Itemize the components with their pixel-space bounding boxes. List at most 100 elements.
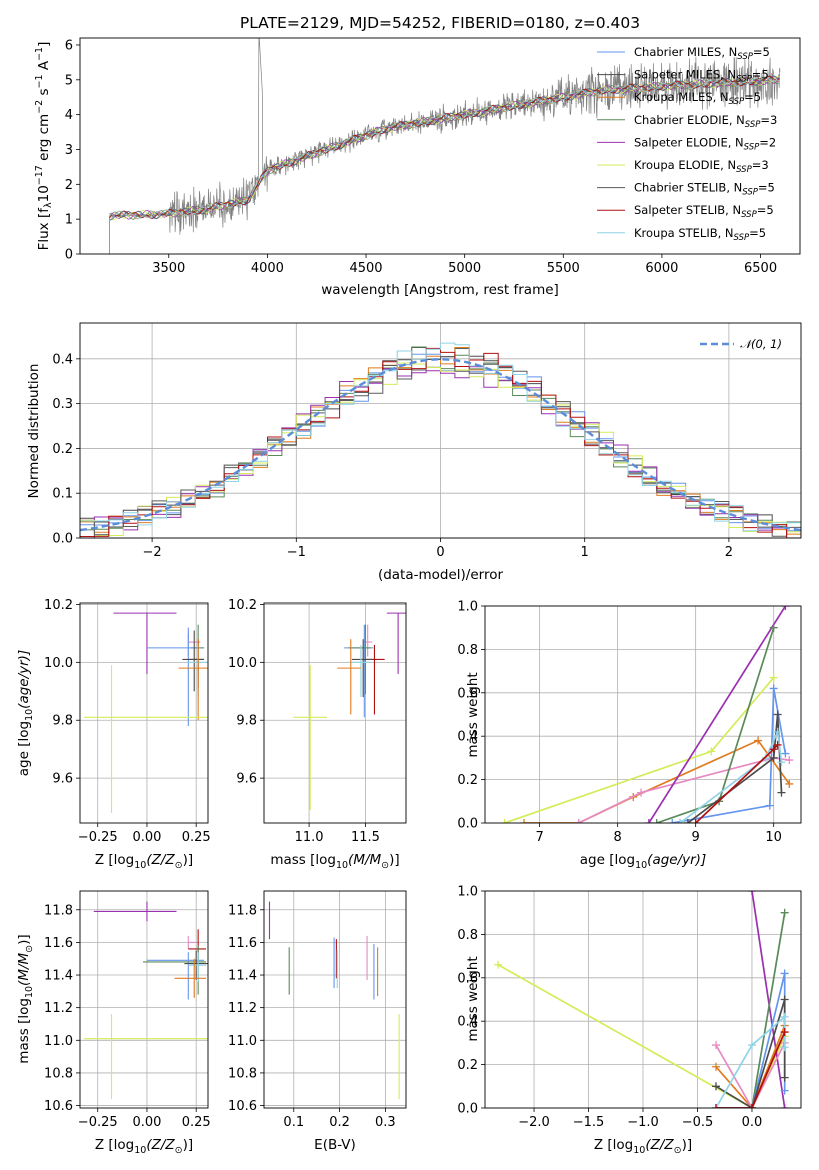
x-tick-label: −2.0 <box>518 1115 550 1130</box>
spectrum-panel: 3500 4000 4500 5000 5500 6000 6500 0 1 2 3 4 5 6 Chabr… <box>34 37 801 298</box>
mass-weight-marker <box>780 1073 789 1082</box>
mass-weight-marker <box>781 606 790 610</box>
mass-weight-marker <box>712 1104 721 1108</box>
x-tick-label: 0.0 <box>742 1115 763 1130</box>
legend-entry-suffix: =2 <box>759 135 776 149</box>
mass-weight-marker <box>785 779 794 788</box>
y-axis-label: Flux [fλ10−17 erg cm−2 s−1 A−1] <box>34 42 54 251</box>
x-tick-label: 11.0 <box>295 830 324 845</box>
plot-area <box>268 901 400 1100</box>
legend-entry-suffix: =5 <box>752 68 769 82</box>
x-tick-label: 3500 <box>152 261 185 276</box>
y-label-exp: −1 <box>34 47 45 61</box>
mass-weight-marker <box>769 673 778 682</box>
x-tick-label: −2 <box>143 545 162 560</box>
y-axis-label: age [log10(age/yr)] <box>16 650 35 776</box>
x-axis-label-sub: 10 <box>336 860 348 871</box>
legend-entry-name: Salpeter ELODIE, N <box>634 135 744 149</box>
x-tick-label: −0.5 <box>682 1115 714 1130</box>
x-tick-label: 6000 <box>645 261 678 276</box>
mass-weight-marker <box>777 788 786 797</box>
y-tick-label: 2 <box>65 178 73 193</box>
mass-weight-marker <box>773 710 782 719</box>
x-tick-label: −0.25 <box>78 1115 118 1130</box>
x-tick-label: 0.1 <box>283 1115 304 1130</box>
x-axis-label-sub: 10 <box>134 860 146 871</box>
normal-distribution-curve <box>80 358 801 532</box>
y-tick-label: 9.8 <box>52 714 73 729</box>
residuals-panel: −2 −1 0 1 2 0.0 0.1 0.2 0.3 0.4 𝒩(0, 1) (data-model… <box>26 322 802 583</box>
mass-weight-marker <box>780 969 789 978</box>
age-vs-Z-panel: −0.25 0.00 0.259.69.810.010.2Z [log10(Z/Z⊙… <box>16 598 211 871</box>
y-label-part: 10 <box>36 185 52 202</box>
y-tick-label: 10.8 <box>228 1066 257 1081</box>
mass-weight-marker <box>773 727 782 736</box>
mass-weight-marker <box>769 684 778 693</box>
axes-frame <box>263 890 407 1109</box>
y-label-part: (M/M <box>16 952 32 985</box>
y-label-part: mass [log <box>16 998 32 1064</box>
y-tick-label: 1.0 <box>457 885 478 900</box>
residuals-plot-area <box>80 342 801 538</box>
legend-entry-name: Kroupa ELODIE, N <box>634 158 736 172</box>
x-axis-label-sub: ⊙ <box>674 1145 682 1156</box>
y-tick-label: 11.6 <box>228 936 257 951</box>
x-tick-label: 0.2 <box>329 1115 350 1130</box>
y-tick-label: 0.4 <box>457 1015 478 1030</box>
mass-weight-marker <box>747 1041 756 1050</box>
y-tick-label: 11.0 <box>228 1034 257 1049</box>
mass-weight-line <box>497 964 786 1108</box>
legend-entry-sub: SSP <box>737 52 753 62</box>
x-tick-label: 1 <box>581 545 589 560</box>
x-axis-label-part: Z [log <box>95 852 134 868</box>
y-tick-label: 1.0 <box>457 600 478 615</box>
plot-area <box>293 612 406 810</box>
x-tick-label: −1.0 <box>627 1115 659 1130</box>
y-tick-label: 11.2 <box>44 1001 73 1016</box>
y-tick-label: 0.2 <box>457 773 478 788</box>
mass-weight-marker <box>668 819 677 823</box>
x-axis-label-part: (Z/Z <box>146 1137 175 1153</box>
legend-entry-sub: SSP <box>741 210 757 220</box>
mass-weight-marker <box>707 747 716 756</box>
y-label-sub: 10 <box>24 709 35 721</box>
y-label-exp: −17 <box>34 165 45 185</box>
x-tick-label: 2 <box>725 545 733 560</box>
y-tick-label: 0 <box>65 248 73 263</box>
y-tick-label: 0.8 <box>457 928 478 943</box>
x-axis-label-sub: 10 <box>635 860 647 871</box>
y-tick-label: 0.4 <box>457 730 478 745</box>
x-axis-label-sub: ⊙ <box>381 860 389 871</box>
x-axis-label-part: )] <box>389 852 400 868</box>
legend-entry-suffix: =5 <box>753 45 770 59</box>
mass-weight-line <box>751 912 786 1108</box>
axes-frame <box>79 37 801 255</box>
plot-area <box>83 612 208 813</box>
mass-weight-marker <box>777 758 786 767</box>
x-axis-label-part: age [log <box>580 852 635 868</box>
model-spectrum-line <box>109 75 780 221</box>
y-label-exp: −1 <box>34 74 45 88</box>
x-axis-label: (data-model)/error <box>378 567 504 583</box>
x-axis-label: age [log10(age/yr)] <box>580 852 706 871</box>
y-tick-label: 9.8 <box>236 714 257 729</box>
y-tick-label: 0.0 <box>457 1102 478 1117</box>
legend-entry-sub: SSP <box>734 233 750 243</box>
plot-area <box>494 891 789 1108</box>
legend-entry: 𝒩(0, 1) <box>740 337 782 351</box>
legend-entry-name: Chabrier MILES, N <box>634 45 737 59</box>
legend-entry-suffix: =5 <box>744 90 761 104</box>
x-axis-label-sub: ⊙ <box>175 1145 183 1156</box>
y-tick-label: 9.6 <box>52 772 73 787</box>
x-axis-label: wavelength [Angstrom, rest frame] <box>321 282 559 298</box>
legend-entry-name: Salpeter MILES, N <box>634 68 736 82</box>
mass-weight-marker <box>712 1041 721 1050</box>
x-tick-label: −1.5 <box>573 1115 605 1130</box>
plot-area <box>83 901 208 1100</box>
legend-entry: Salpeter ELODIE, NSSP=2 <box>634 135 776 152</box>
x-axis-label-part: )] <box>183 1137 194 1153</box>
y-tick-label: 10.8 <box>44 1066 73 1081</box>
mass-weight-line <box>679 728 783 823</box>
mass-weight-marker <box>769 745 778 754</box>
axes-frame <box>484 890 802 1109</box>
